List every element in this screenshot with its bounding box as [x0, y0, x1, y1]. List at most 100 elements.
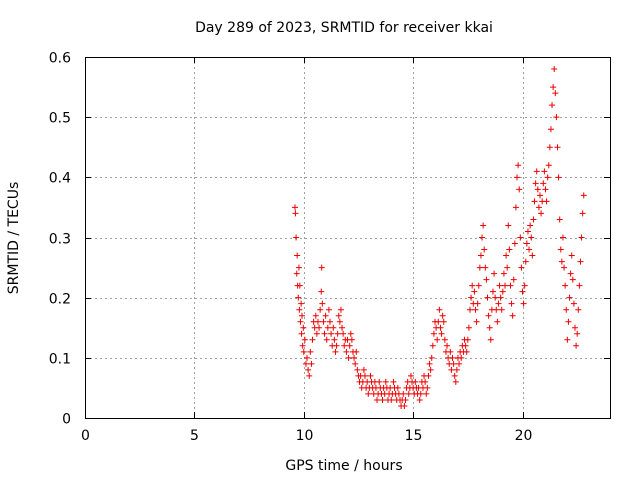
data-point-marker: [340, 330, 347, 337]
data-point-marker: [333, 342, 340, 349]
data-point-marker: [323, 336, 330, 343]
data-point-marker: [317, 306, 324, 313]
data-point-marker: [495, 300, 502, 307]
y-tick-label: 0: [62, 412, 71, 428]
data-point-marker: [314, 318, 321, 325]
data-point-marker: [528, 234, 535, 241]
data-point-marker: [292, 210, 299, 217]
data-point-marker: [580, 192, 587, 199]
data-point-marker: [511, 240, 518, 247]
y-tick-label: 0.2: [49, 292, 71, 308]
data-point-marker: [472, 306, 479, 313]
data-point-marker: [502, 282, 508, 289]
data-point-marker: [300, 348, 307, 355]
data-point-marker: [468, 294, 475, 301]
data-point-marker: [537, 192, 543, 199]
data-point-marker: [568, 252, 575, 259]
data-point-marker: [422, 378, 429, 385]
data-point-marker: [543, 198, 550, 205]
data-point-marker: [542, 186, 549, 193]
data-point-marker: [367, 372, 374, 379]
data-point-marker: [559, 234, 566, 241]
data-point-marker: [304, 354, 311, 361]
data-point-marker: [527, 222, 534, 229]
data-point-marker: [519, 288, 526, 295]
data-point-marker: [471, 288, 478, 295]
data-point-marker: [296, 306, 303, 313]
data-point-marker: [319, 300, 326, 307]
data-point-marker: [294, 252, 301, 259]
data-point-marker: [535, 204, 542, 211]
data-point-marker: [482, 264, 489, 271]
data-point-marker: [547, 126, 554, 133]
data-point-marker: [427, 366, 434, 373]
data-point-marker: [474, 300, 481, 307]
data-point-marker: [569, 276, 576, 283]
data-point-marker: [555, 174, 562, 181]
data-point-marker: [313, 330, 320, 337]
data-point-marker: [336, 318, 343, 325]
data-point-marker: [558, 258, 565, 265]
data-point-marker: [354, 366, 361, 373]
data-point-marker: [483, 276, 490, 283]
data-point-marker: [331, 336, 338, 343]
data-point-marker: [565, 318, 572, 325]
x-tick-labels: 0 5 10 15 20: [81, 428, 532, 444]
data-point-marker: [379, 396, 386, 403]
data-point-marker: [390, 378, 397, 385]
data-point-marker: [325, 306, 332, 313]
data-point-marker: [318, 264, 325, 271]
data-point-marker: [491, 270, 498, 277]
data-point-marker: [292, 204, 298, 211]
data-point-marker: [345, 354, 352, 361]
data-point-marker: [321, 330, 328, 337]
data-point-marker: [518, 264, 525, 271]
data-point-marker: [487, 336, 494, 343]
data-point-marker: [554, 144, 561, 151]
data-point-marker: [298, 330, 305, 337]
data-point-marker: [563, 306, 570, 313]
data-point-marker: [546, 144, 553, 151]
data-point-marker: [301, 336, 308, 343]
data-point-marker: [423, 390, 430, 397]
data-point-marker: [578, 234, 585, 241]
data-point-marker: [556, 216, 563, 223]
data-point-marker: [337, 306, 344, 313]
data-point-marker: [401, 402, 408, 409]
data-point-marker: [533, 168, 540, 175]
x-tick-label: 15: [405, 428, 423, 444]
data-point-marker: [465, 324, 472, 331]
data-point-marker: [570, 300, 577, 307]
data-point-marker: [318, 288, 325, 295]
data-point-marker: [479, 234, 486, 241]
chart-title: Day 289 of 2023, SRMTID for receiver kka…: [195, 20, 493, 36]
data-point-marker: [295, 264, 302, 271]
data-point-marker: [430, 330, 437, 337]
data-point-marker: [484, 294, 491, 301]
data-point-marker: [505, 222, 512, 229]
data-point-marker: [293, 270, 300, 277]
data-point-marker: [529, 252, 536, 259]
data-point-marker: [297, 318, 304, 325]
data-point-marker: [351, 354, 358, 361]
data-point-marker: [330, 324, 337, 331]
data-point-marker: [475, 282, 482, 289]
data-point-marker: [449, 354, 456, 361]
data-point-marker: [327, 318, 333, 325]
data-point-marker: [299, 342, 306, 349]
data-point-marker: [469, 282, 476, 289]
data-point-marker: [564, 336, 571, 343]
data-point-marker: [517, 234, 524, 241]
y-tick-label: 0.1: [49, 352, 71, 368]
data-point-marker: [549, 102, 556, 109]
data-point-marker: [561, 264, 568, 271]
data-point-marker: [538, 210, 545, 217]
data-point-marker: [530, 216, 537, 223]
data-point-marker: [307, 348, 314, 355]
data-point-marker: [305, 366, 312, 373]
x-tick-label: 0: [81, 428, 90, 444]
data-point-marker: [353, 348, 360, 355]
data-point-marker: [521, 282, 528, 289]
data-point-marker: [452, 378, 459, 385]
